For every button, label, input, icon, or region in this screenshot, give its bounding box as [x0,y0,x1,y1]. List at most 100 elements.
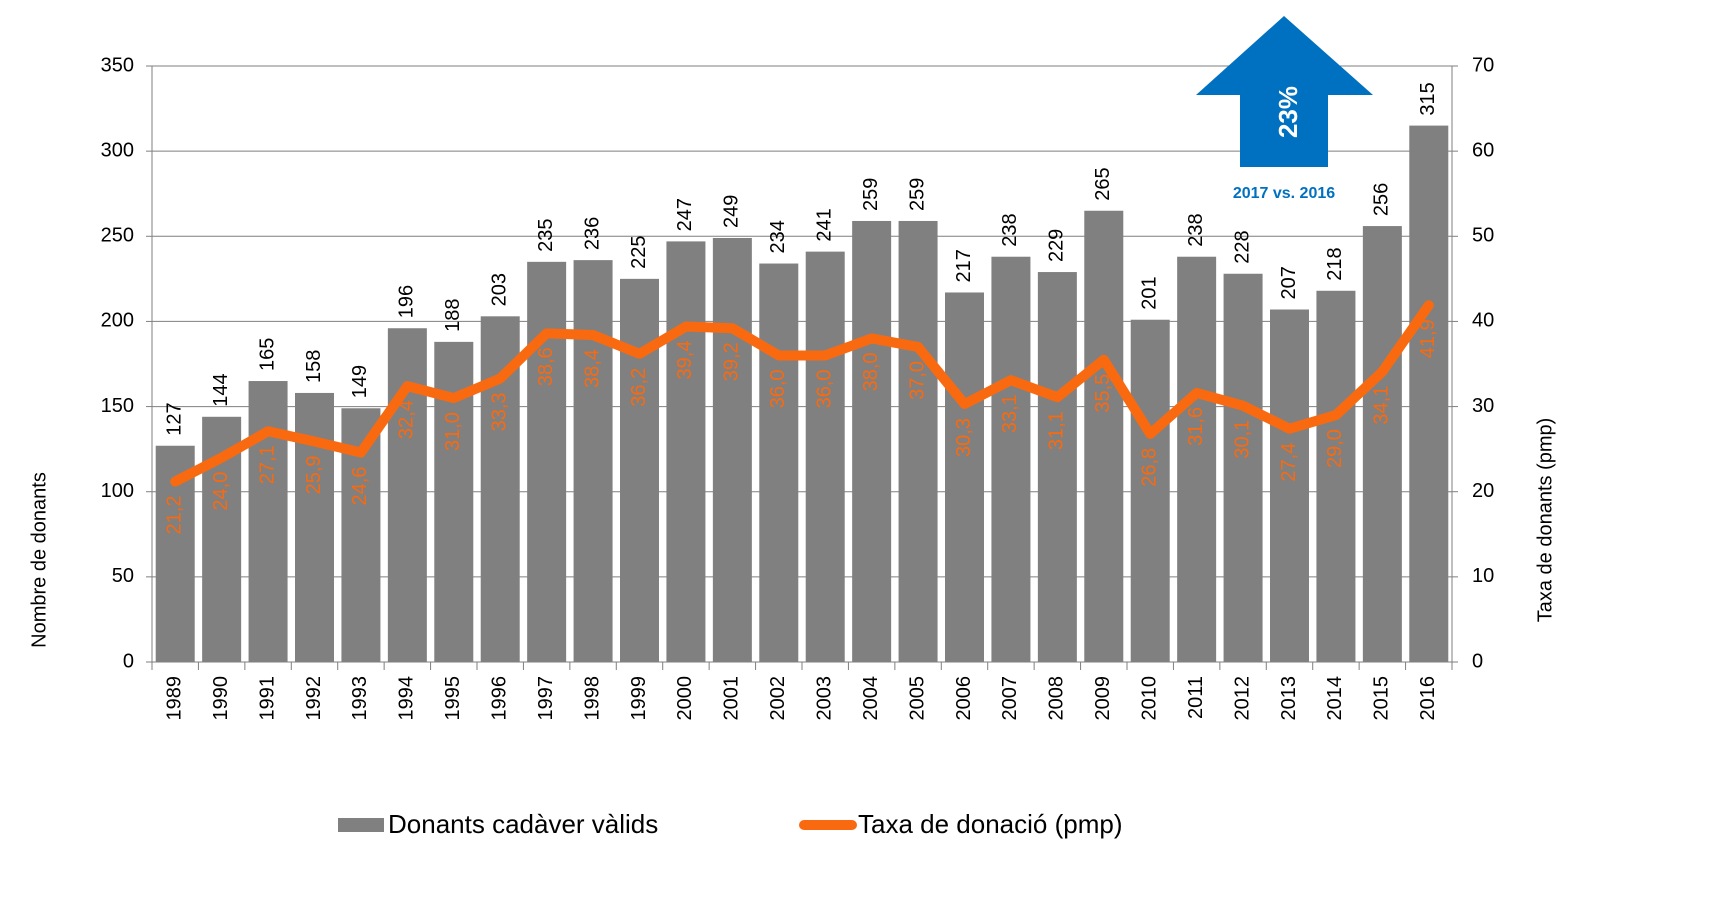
line-value-label: 39,4 [674,341,696,380]
bar [1177,256,1217,662]
bar [1362,226,1402,662]
y-axis-label: Nombre de donants [28,472,50,648]
bar-value-label: 315 [1417,82,1439,115]
x-tick-label: 1993 [349,676,371,721]
bar-value-label: 236 [581,217,603,250]
line-value-label: 24,0 [210,472,232,511]
legend-swatch [338,818,384,832]
x-tick-label: 1998 [581,676,603,721]
bar-value-label: 217 [953,249,975,282]
bar-value-label: 201 [1138,276,1160,309]
bar-value-label: 165 [256,338,278,371]
bar-value-label: 218 [1324,247,1346,280]
bar [759,263,799,662]
bar-value-label: 235 [535,218,557,251]
annotation-text: 2017 vs. 2016 [1233,185,1335,202]
bar-value-label: 249 [721,195,743,228]
x-tick-label: 1997 [535,676,557,721]
x-tick-label: 2001 [721,676,743,721]
x-tick-label: 1991 [256,676,278,721]
line-value-label: 34,1 [1371,386,1393,425]
x-tick-label: 2015 [1371,676,1393,721]
y-tick-label: 0 [123,650,134,672]
line-value-label: 27,4 [1278,443,1300,482]
annotation-text: 23% [1273,86,1303,138]
bar [295,392,334,662]
bar-value-label: 188 [442,298,464,331]
bar [527,261,567,662]
line-value-label: 33,1 [999,394,1021,433]
x-tick-label: 2008 [1046,676,1068,721]
line-value-label: 21,2 [163,495,185,534]
bar [945,292,984,662]
x-tick-label: 2004 [860,676,882,721]
line-value-label: 26,8 [1138,448,1160,487]
x-tick-label: 1999 [628,676,650,721]
x-tick-label: 1995 [442,676,464,721]
annotation-arrow [1196,16,1373,167]
line-value-label: 36,2 [628,368,650,407]
y2-tick-label: 40 [1472,310,1494,332]
bar [1223,273,1263,662]
y-tick-label: 50 [112,565,134,587]
x-tick-label: 2005 [906,676,928,721]
bar-value-label: 228 [1231,230,1253,263]
x-tick-label: 2000 [674,676,696,721]
line-value-label: 38,4 [581,349,603,388]
bar-value-label: 127 [163,402,185,435]
line-value-label: 35,5 [1092,374,1114,413]
y-tick-label: 300 [101,139,134,161]
y2-tick-label: 0 [1472,650,1483,672]
bar-value-label: 149 [349,365,371,398]
bar-value-label: 259 [906,178,928,211]
y2-axis-label: Taxa de donants (pmp) [1534,418,1556,623]
x-tick-label: 2012 [1231,676,1253,721]
line-value-label: 31,1 [1046,411,1068,450]
line-value-label: 27,1 [256,445,278,484]
y-tick-label: 150 [101,395,134,417]
line-value-label: 25,9 [303,455,325,494]
legend-label: Donants cadàver vàlids [388,809,658,839]
bar-value-label: 234 [767,220,789,253]
y2-tick-label: 10 [1472,565,1494,587]
line-value-label: 33,3 [488,392,510,431]
bar-value-label: 238 [1185,213,1207,246]
bar [1270,309,1309,662]
bar [573,260,613,662]
bar [248,381,288,662]
bar-value-label: 241 [813,208,835,241]
x-tick-label: 2014 [1324,676,1346,721]
bar [1037,272,1077,662]
y2-tick-label: 70 [1472,54,1494,76]
bar-value-label: 207 [1278,266,1300,299]
y2-tick-label: 60 [1472,139,1494,161]
x-tick-label: 1992 [303,676,325,721]
bar-value-label: 238 [999,213,1021,246]
line-value-label: 41,9 [1417,319,1439,358]
line-value-label: 38,0 [860,352,882,391]
line-value-label: 36,0 [767,369,789,408]
bar-value-label: 225 [628,235,650,268]
line-value-label: 29,0 [1324,429,1346,468]
x-tick-label: 2007 [999,676,1021,721]
x-tick-label: 2013 [1278,676,1300,721]
bar [666,241,706,662]
bar [805,251,845,662]
legend-label: Taxa de donació (pmp) [858,809,1122,839]
line-value-label: 30,1 [1231,420,1253,459]
x-tick-label: 2006 [953,676,975,721]
bar-value-label: 256 [1371,183,1393,216]
x-tick-label: 2003 [813,676,835,721]
line-value-label: 36,0 [813,369,835,408]
y2-tick-label: 20 [1472,480,1494,502]
line-value-label: 39,2 [721,342,743,381]
y-tick-label: 350 [101,54,134,76]
bar-value-label: 158 [303,350,325,383]
y-tick-label: 250 [101,225,134,247]
line-value-label: 31,0 [442,412,464,451]
bar-value-label: 247 [674,198,696,231]
x-tick-label: 1996 [488,676,510,721]
x-tick-label: 2002 [767,676,789,721]
bar-value-label: 196 [396,285,418,318]
